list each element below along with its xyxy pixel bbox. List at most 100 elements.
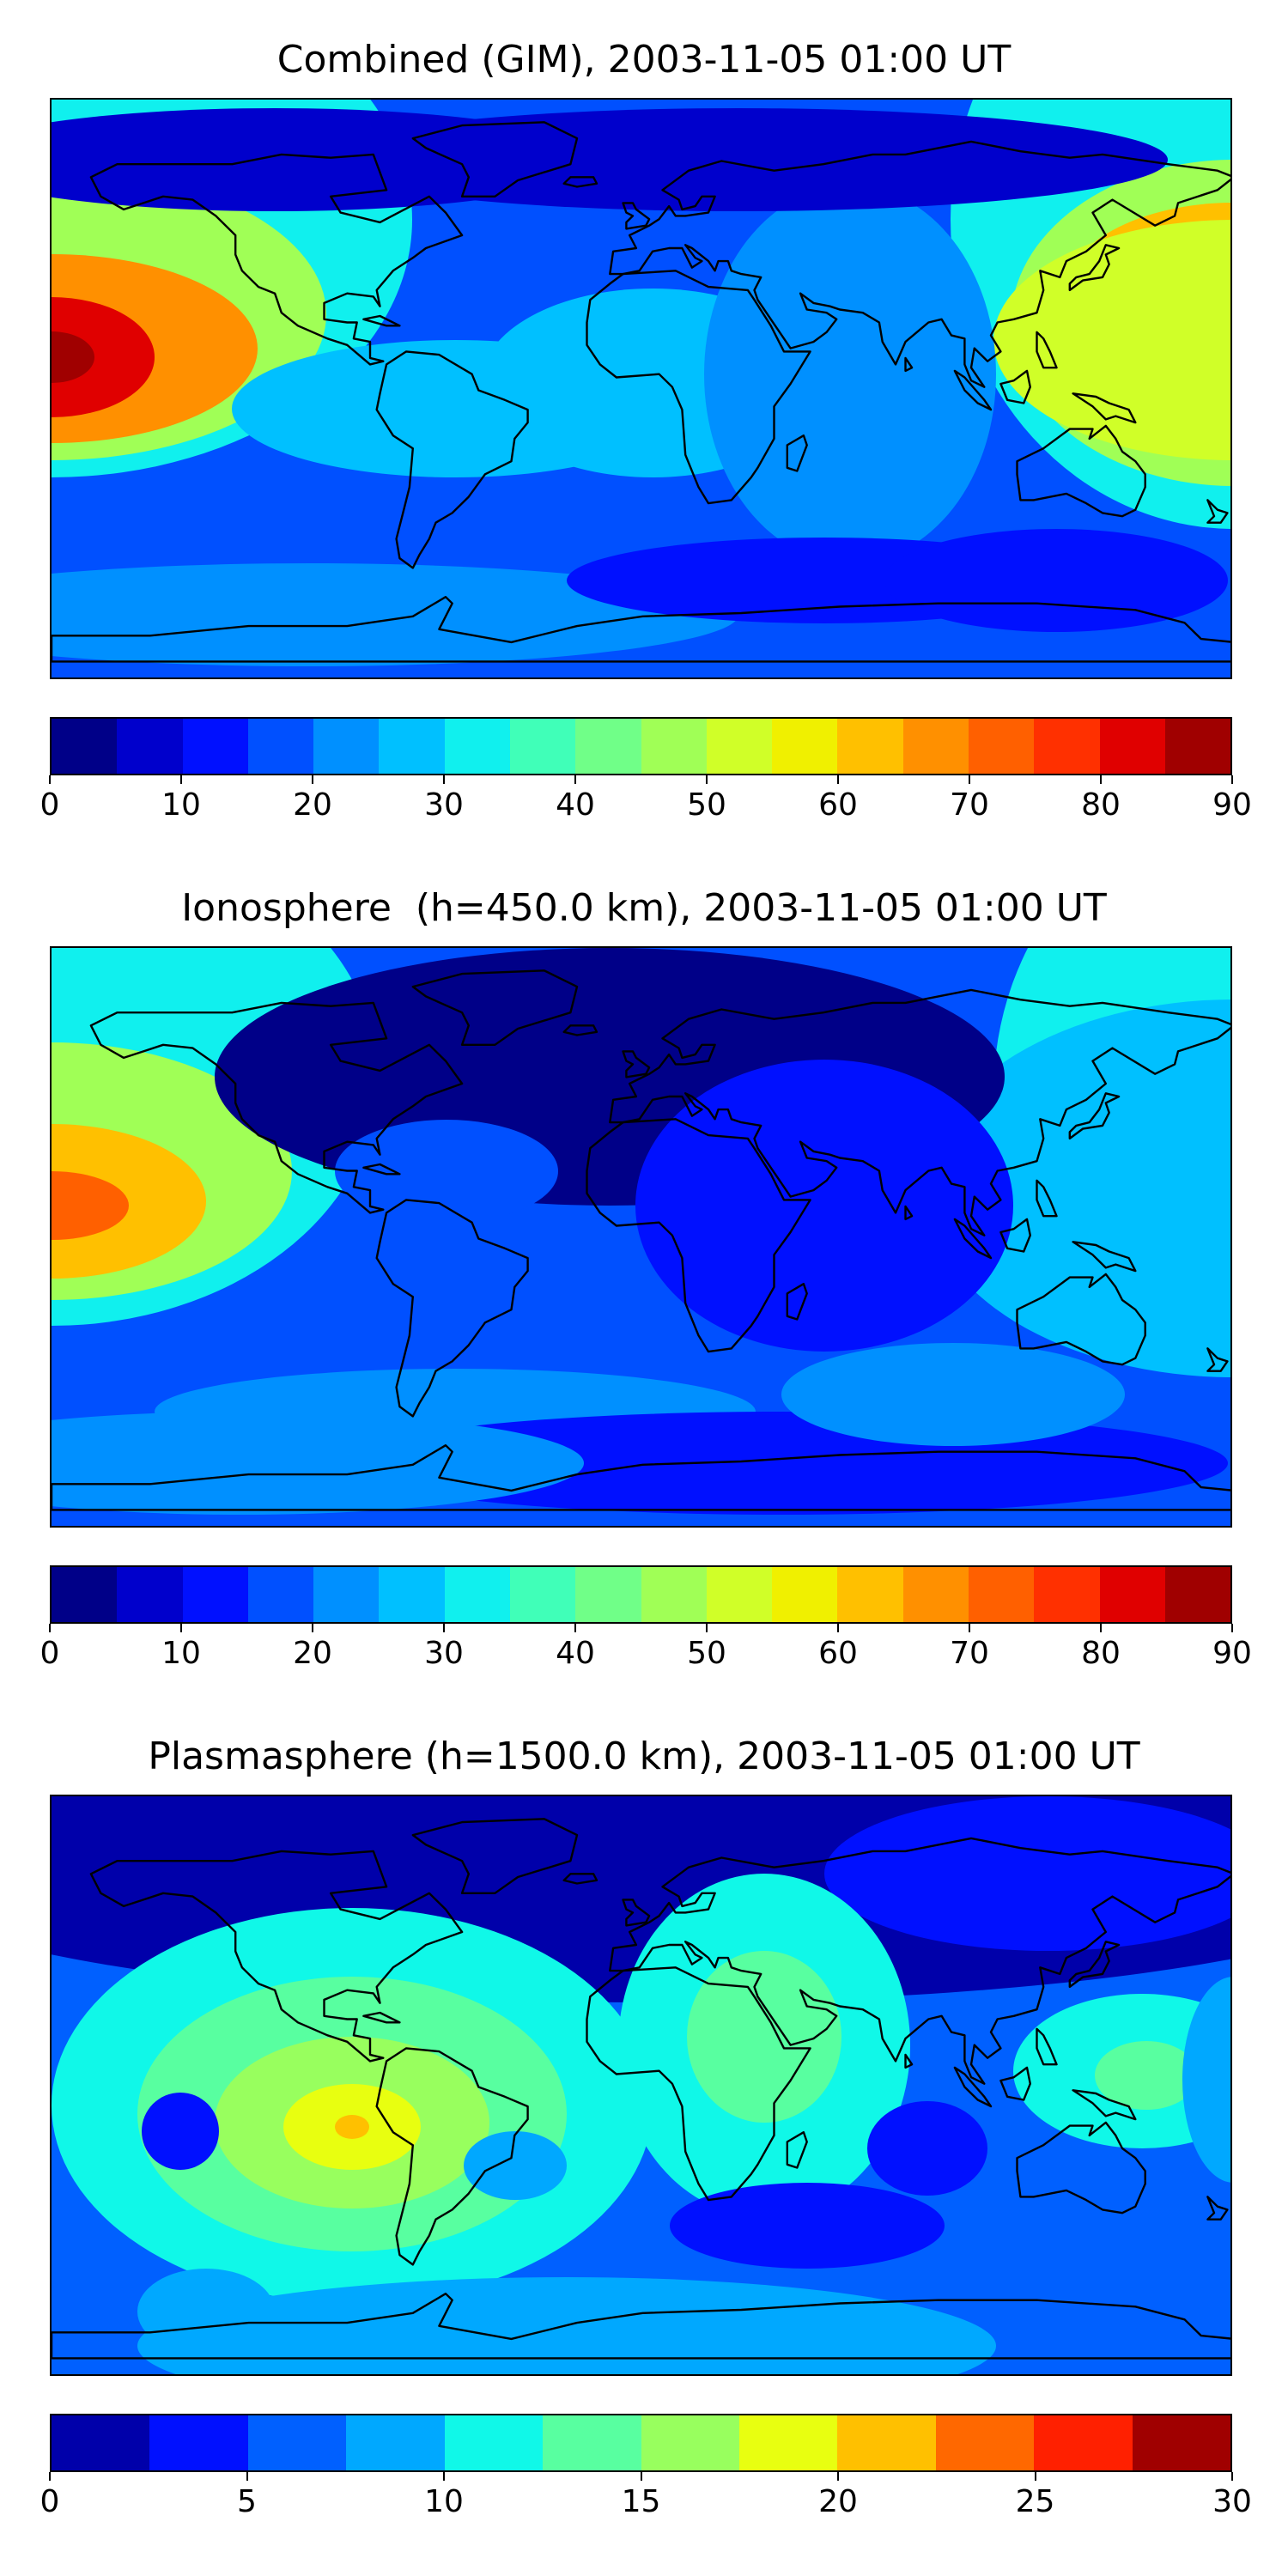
colorbar-tick-label: 10 [161, 787, 201, 823]
colorbar-segment [1099, 719, 1165, 774]
tec-map-ionosphere [50, 946, 1232, 1528]
colorbar-tick-label: 20 [293, 1636, 332, 1671]
colorbar-segment [1034, 1567, 1100, 1622]
coastlines [52, 1818, 1230, 2360]
colorbar-segment [247, 719, 314, 774]
coastline-sumatra [953, 2066, 993, 2108]
colorbar-segment [641, 1567, 707, 1622]
coastline-cuba [362, 314, 401, 327]
colorbar-segment [902, 1567, 969, 1622]
panel-title-combined: Combined (GIM), 2003-11-05 01:00 UT [276, 38, 1012, 82]
contour-band [704, 185, 996, 563]
colorbar-segment [837, 719, 903, 774]
colorbar-tick-label: 50 [687, 1636, 726, 1671]
coastline-britain [622, 1899, 651, 1927]
contour-band [137, 2269, 275, 2354]
panel-title-plasmasphere: Plasmasphere (h=1500.0 km), 2003-11-05 0… [148, 1735, 1140, 1778]
colorbar-tick-label: 10 [424, 2484, 464, 2519]
coastline-philippines [1036, 2027, 1058, 2066]
colorbar-ticks-ionosphere: 0 10 20 30 40 50 60 70 80 90 [40, 1624, 1252, 1675]
colorbar-segment [149, 2415, 248, 2470]
colorbar-segment [509, 1567, 576, 1622]
colorbar-segment [379, 719, 445, 774]
colorbar-segment [968, 719, 1035, 774]
coastlines [52, 121, 1230, 663]
coastline-sumatra [953, 1218, 993, 1260]
colorbar-segment [52, 2415, 150, 2470]
coastline-madagascar [786, 2131, 808, 2169]
coastline-antarctica [52, 596, 1230, 663]
colorbar-segment [641, 2415, 739, 2470]
colorbar-tick-label: 70 [950, 1636, 989, 1671]
coastline-cuba [362, 2011, 401, 2024]
colorbar-segment [1034, 2415, 1133, 2470]
coastline-antarctica [52, 1444, 1230, 1511]
coastline-madagascar [786, 434, 808, 472]
colorbar-segment [738, 2415, 838, 2470]
colorbar-segment [575, 719, 641, 774]
coastline-africa [586, 270, 811, 505]
coastline-australia [1016, 1273, 1146, 1366]
colorbar-segment [837, 1567, 903, 1622]
contour-band [687, 1951, 841, 2123]
contour-band [1182, 1977, 1230, 2183]
colorbar-tick-label: 0 [39, 787, 60, 823]
coastline-north-america [89, 1850, 464, 2063]
contour-band [464, 2131, 567, 2200]
tec-map-plasmasphere [50, 1795, 1232, 2376]
coastline-sumatra [953, 369, 993, 411]
colorbar-tick [706, 1624, 708, 1632]
colorbar-ticks-combined: 0 10 20 30 40 50 60 70 80 90 [40, 775, 1252, 827]
colorbar-tick [837, 2472, 839, 2481]
colorbar-tick-label: 60 [818, 787, 858, 823]
coastline-eurasia [609, 140, 1230, 388]
colorbar-tick-label: 20 [293, 787, 332, 823]
colorbar-segment [706, 719, 773, 774]
colorbar-segment [52, 1567, 118, 1622]
coastline-greenland [411, 121, 579, 197]
coastline-north-america [89, 153, 464, 366]
coastline-greenland [411, 1818, 579, 1894]
contour-band [781, 1343, 1125, 1446]
colorbar-tick [1100, 775, 1102, 784]
contour-band [142, 2093, 219, 2170]
colorbar-segment [247, 2415, 347, 2470]
colorbar-tick-label: 20 [818, 2484, 858, 2519]
colorbar-segment [52, 719, 118, 774]
coastline-south-america [375, 1199, 529, 1418]
contour-band [925, 999, 1230, 1377]
colorbar-segment [379, 1567, 445, 1622]
colorbar-tick [49, 1624, 51, 1632]
coastline-japan [1068, 244, 1121, 292]
colorbar-tick-label: 15 [621, 2484, 661, 2519]
colorbar-segment [1164, 719, 1231, 774]
coastline-africa [586, 1118, 811, 1353]
tec-field-contours [52, 1796, 1230, 2374]
colorbar-ticks-plasmasphere: 0 5 10 15 20 25 30 [40, 2472, 1252, 2524]
coastline-new-guinea [1072, 392, 1137, 424]
colorbar-segment [444, 1567, 510, 1622]
colorbar-tick [180, 1624, 182, 1632]
colorbar-tick-label: 90 [1212, 787, 1252, 823]
colorbar-segment [1132, 2415, 1231, 2470]
colorbar-tick [49, 2472, 51, 2481]
coastline-north-america [89, 1001, 464, 1214]
colorbar-tick [574, 1624, 576, 1632]
colorbar-segment [444, 2415, 544, 2470]
colorbar-tick [640, 2472, 642, 2481]
colorbar-tick-label: 80 [1081, 787, 1121, 823]
colorbar-plasmasphere [50, 2414, 1232, 2472]
contour-band [1095, 2041, 1198, 2110]
colorbar-tick-label: 5 [237, 2484, 257, 2519]
colorbar-tick [443, 1624, 445, 1632]
colorbar-tick-label: 70 [950, 787, 989, 823]
colorbar-tick [1231, 1624, 1233, 1632]
colorbar-segment [968, 1567, 1035, 1622]
contour-band [52, 1412, 584, 1515]
coastline-borneo [999, 2066, 1031, 2101]
contour-band [335, 1120, 558, 1223]
heatmap-ionosphere [52, 948, 1230, 1526]
colorbar-combined [50, 717, 1232, 775]
coastline-south-america [375, 350, 529, 569]
colorbar-tick-label: 80 [1081, 1636, 1121, 1671]
